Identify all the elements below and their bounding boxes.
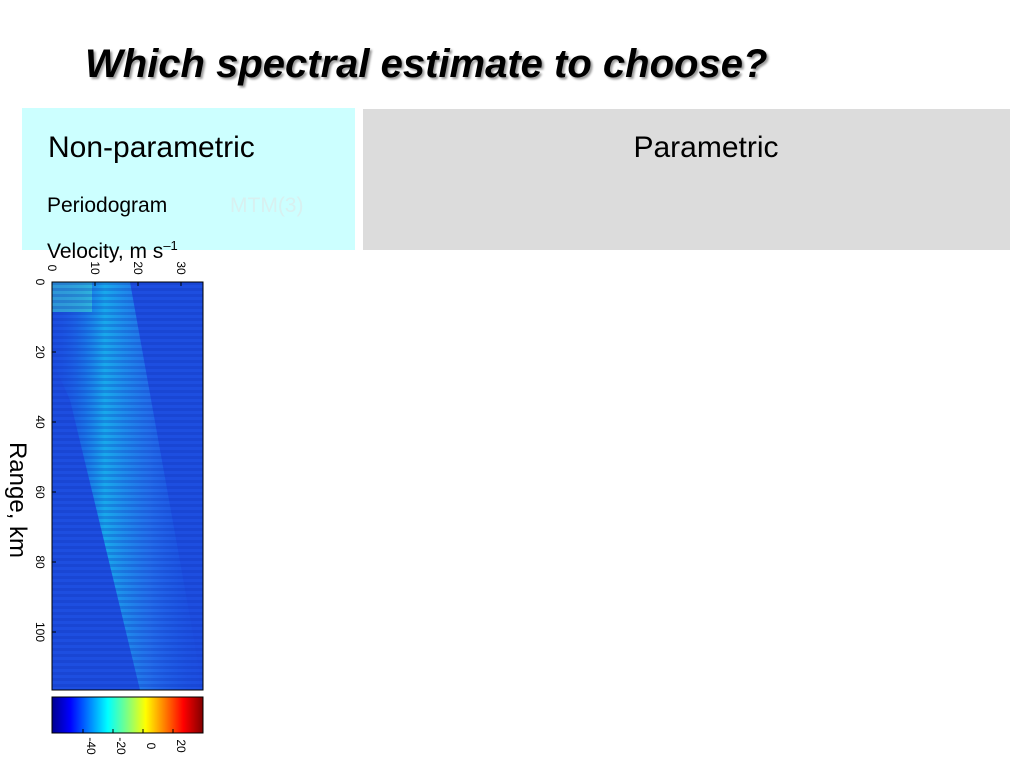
colorbar (51, 696, 204, 734)
heatmap-frame (51, 281, 204, 691)
y-tick-label: 40 (33, 415, 47, 429)
colorbar-tick-label: 0 (144, 743, 158, 750)
axis-label: Velocity, m s–1 (47, 238, 178, 263)
slide-title: Which spectral estimate to choose? (85, 42, 767, 86)
axis-label-text: Velocity, m s (47, 240, 163, 263)
left-panel (22, 108, 355, 250)
column-header: Parametric (633, 131, 778, 164)
heatmap-texture (52, 282, 203, 690)
x-tick-label: 20 (131, 261, 145, 275)
y-tick-label: 0 (33, 279, 47, 286)
axis-label-exponent: –1 (163, 238, 177, 253)
method-label: Periodogram (47, 194, 167, 217)
x-tick-label: 30 (174, 261, 188, 275)
y-tick-label: 80 (33, 555, 47, 569)
heatmap (51, 281, 204, 691)
method-label: MTM(3) (230, 194, 303, 217)
colorbar-tick-label: 20 (174, 739, 188, 753)
x-tick-label: 10 (88, 261, 102, 275)
column-header: Non-parametric (48, 131, 255, 164)
y-tick-label: 100 (33, 622, 47, 642)
y-tick-label: 60 (33, 485, 47, 499)
x-tick-label: 0 (45, 265, 59, 272)
y-tick-label: 20 (33, 345, 47, 359)
colorbar-tick-label: -20 (114, 737, 128, 755)
axis-label: Range, km (4, 442, 31, 558)
right-panel (363, 109, 1010, 250)
colorbar-tick-label: -40 (84, 737, 98, 755)
